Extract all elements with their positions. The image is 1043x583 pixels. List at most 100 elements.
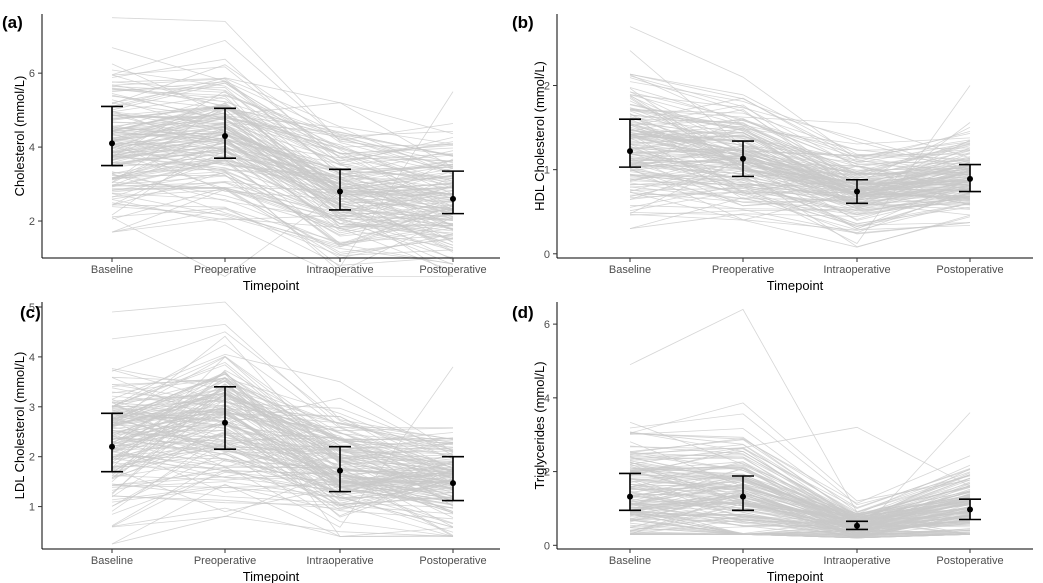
trajectory-line [629, 87, 971, 159]
trajectory-line [111, 122, 454, 161]
trajectory-line [629, 478, 971, 524]
trajectory-line [111, 99, 454, 183]
trajectory-line [111, 369, 454, 440]
trajectory-line [111, 495, 454, 537]
mean-point [337, 467, 343, 474]
mean-point [222, 133, 228, 139]
mean-point [740, 155, 746, 162]
y-tick-label: 1 [544, 165, 550, 177]
trajectory-line [111, 355, 454, 452]
trajectory-line [111, 434, 454, 468]
trajectory-line [111, 114, 454, 191]
y-tick-label: 4 [544, 393, 550, 405]
trajectory-line [629, 150, 971, 187]
y-axis-title: Cholesterol (mmol/L) [12, 76, 27, 197]
y-tick-label: 2 [29, 452, 35, 464]
trajectory-line [629, 152, 971, 200]
x-tick-label: Postoperative [419, 264, 486, 276]
panel-4: 0 2 4 6 Baseline Preoperative Intraoperative Po… [512, 302, 1033, 583]
trajectory-line [111, 392, 454, 496]
trajectory-line [111, 366, 454, 528]
trajectory-line [111, 141, 454, 220]
x-tick-label: Intraoperative [306, 264, 373, 276]
trajectory-line [111, 131, 454, 200]
trajectory-line [629, 467, 971, 523]
x-tick-label: Postoperative [419, 555, 486, 567]
mean-point [967, 506, 973, 513]
trajectory-line [629, 483, 971, 520]
trajectory-line [111, 492, 454, 509]
trajectory-line [111, 173, 454, 248]
trajectory-line [111, 399, 454, 461]
x-axis-title: Timepoint [767, 278, 824, 293]
y-tick-label: 2 [544, 467, 550, 479]
trajectory-line [629, 513, 971, 539]
trajectory-line [111, 431, 454, 509]
x-axis-title: Timepoint [767, 569, 824, 583]
subject-trajectories [629, 308, 971, 539]
panel-2: 0 1 2 Baseline Preoperative Intraoperative Pos… [512, 13, 1033, 293]
mean-point [740, 493, 746, 500]
y-axis-title: HDL Cholesterol (mmol/L) [532, 61, 547, 211]
trajectory-line [111, 157, 454, 213]
trajectory-line [111, 391, 454, 471]
y-tick-label: 0 [544, 249, 550, 261]
trajectory-line [111, 459, 454, 533]
x-tick-label: Preoperative [712, 264, 774, 276]
trajectory-line [629, 464, 971, 519]
trajectory-line [111, 468, 454, 528]
trajectory-line [629, 94, 971, 170]
trajectory-line [629, 491, 971, 536]
trajectory-line [629, 125, 971, 175]
trajectory-line [111, 175, 454, 265]
trajectory-line [111, 483, 453, 545]
trajectory-line [629, 168, 971, 231]
trajectory-line [111, 507, 454, 537]
y-tick-label: 0 [544, 540, 550, 552]
mean-point [109, 443, 115, 450]
trajectory-line [111, 470, 454, 493]
trajectory-line [111, 481, 454, 499]
y-axis-title: Triglycerides (mmol/L) [532, 361, 547, 489]
y-tick-label: 2 [29, 216, 35, 228]
x-tick-label: Intraoperative [823, 264, 890, 276]
trajectory-line [111, 376, 454, 444]
panel-letter: (a) [2, 13, 23, 32]
trajectory-line [629, 108, 971, 159]
trajectory-line [111, 94, 454, 170]
panel-letter: (d) [512, 303, 534, 322]
trajectory-line [111, 391, 454, 489]
trajectory-line [111, 108, 454, 183]
trajectory-line [111, 191, 454, 277]
mean-point [627, 148, 633, 155]
mean-point [337, 188, 343, 195]
trajectory-line [629, 133, 971, 206]
trajectory-line [629, 152, 971, 203]
mean-point [854, 522, 860, 529]
trajectory-line [111, 414, 454, 512]
trajectory-line [629, 148, 971, 193]
mean-point [450, 195, 456, 202]
x-axis-title: Timepoint [243, 569, 300, 583]
y-tick-label: 6 [29, 68, 35, 80]
y-tick-label: 3 [29, 402, 35, 414]
trajectory-line [111, 171, 454, 237]
trajectory-line [111, 143, 454, 249]
trajectory-line [111, 147, 454, 210]
y-tick-label: 5 [29, 302, 35, 314]
trajectory-line [111, 125, 454, 196]
trajectory-line [111, 380, 454, 488]
trajectory-line [629, 160, 971, 196]
trajectory-line [629, 412, 971, 536]
trajectory-line [111, 138, 454, 232]
trajectory-line [111, 199, 453, 277]
trajectory-line [629, 85, 971, 245]
trajectory-line [630, 533, 971, 539]
trajectory-line [111, 344, 454, 472]
trajectory-line [629, 165, 971, 200]
trajectory-line [629, 308, 971, 513]
trajectory-line [111, 104, 454, 195]
trajectory-line [111, 89, 454, 174]
trajectory-line [111, 208, 454, 257]
